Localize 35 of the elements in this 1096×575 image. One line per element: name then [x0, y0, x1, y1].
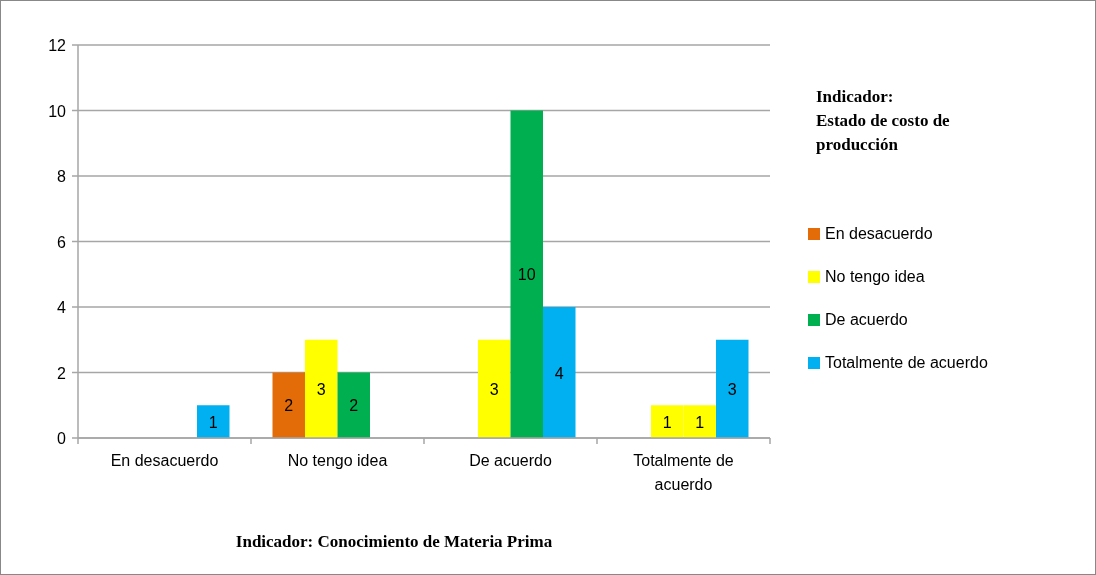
legend-label: De acuerdo: [825, 311, 908, 328]
x-tick-label: En desacuerdo: [110, 452, 219, 469]
data-label: 1: [208, 413, 218, 431]
x-tick-label: Totalmente de acuerdo: [633, 452, 734, 493]
y-tick-label: 4: [57, 299, 67, 316]
data-label: 3: [727, 380, 737, 398]
legend-label: No tengo idea: [825, 268, 925, 285]
data-label: 3: [489, 380, 499, 398]
y-tick-label: 8: [57, 168, 67, 185]
bar: [337, 372, 370, 438]
y-tick-label: 0: [57, 430, 67, 447]
x-axis-title: Indicador: Conocimiento de Materia Prima: [235, 532, 553, 551]
data-label: 1: [695, 413, 705, 431]
bar: [478, 339, 511, 438]
data-label: 2: [284, 397, 294, 415]
legend-label: Totalmente de acuerdo: [825, 354, 988, 371]
data-label: 1: [662, 413, 672, 431]
bar: [510, 110, 543, 438]
data-label: 2: [349, 397, 359, 415]
data-label: 3: [316, 380, 326, 398]
y-tick-label: 6: [57, 233, 67, 251]
data-label: 10: [517, 266, 536, 284]
y-tick-label: 2: [57, 364, 67, 382]
bar: [543, 307, 576, 438]
data-label: 4: [554, 364, 564, 382]
y-tick-label: 12: [48, 37, 67, 54]
legend-label: En desacuerdo: [825, 225, 933, 242]
legend-title: Indicador: Estado de costo de producción: [816, 87, 951, 154]
bar: [716, 339, 749, 438]
bar: [197, 405, 230, 438]
y-tick-label: 10: [48, 102, 67, 120]
x-tick-label: De acuerdo: [469, 452, 552, 469]
bar: [272, 372, 305, 438]
x-tick-label: No tengo idea: [287, 452, 388, 469]
bar: [305, 339, 338, 438]
